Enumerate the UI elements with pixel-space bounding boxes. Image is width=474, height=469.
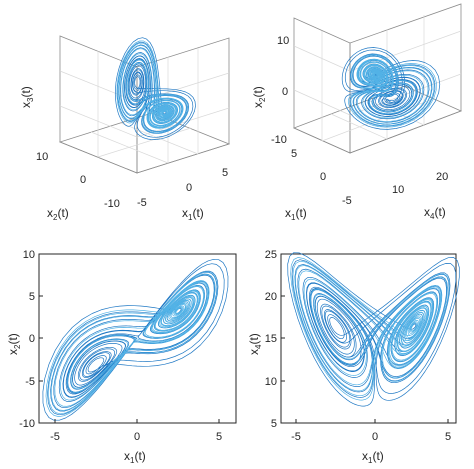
panel4-xlabel: x1(t) [362, 449, 384, 465]
panel3-ytick-10: 10 [23, 249, 35, 261]
panel1-xtick-0: 0 [186, 182, 192, 194]
panel3-xtick-5: 5 [216, 431, 222, 443]
panel3-ytick-5: 5 [29, 291, 35, 303]
panel3-ticks [39, 253, 220, 424]
panel1-xtick-5: 5 [222, 167, 228, 179]
panel1-ylabel: x2(t) [47, 206, 69, 222]
panel4-ytick-5: 5 [271, 418, 277, 430]
panel2-ztick-10: 10 [392, 184, 404, 196]
panel3-xlabel: x1(t) [124, 449, 146, 465]
panel4-ytick-15: 15 [265, 333, 277, 345]
panel-3d-x1-x4-x2: 10 0 -10 x2(t) 5 0 -5 x1(t) 10 20 x4(t) [251, 3, 463, 222]
panel4-ytick-25: 25 [265, 249, 277, 261]
panel4-trajectory [287, 252, 460, 407]
panel2-axis-labels: 10 0 -10 x2(t) 5 0 -5 x1(t) 10 20 x4(t) [251, 35, 448, 222]
panel4-trajectory-secondary [290, 257, 450, 401]
panel3-trajectory-secondary [45, 271, 218, 417]
panel3-tick-labels: 10 5 0 -5 -10 -5 0 5 x1(t) x2(t) [6, 249, 222, 465]
panel2-ylabel: x2(t) [251, 86, 267, 108]
panel2-ytick-10: 10 [277, 35, 289, 47]
panel3-ylabel: x2(t) [6, 333, 22, 355]
panel4-ticks [281, 253, 449, 424]
panel2-ztick-20: 20 [436, 171, 448, 183]
panel2-xtick--5: -5 [342, 195, 352, 207]
panel1-axis-labels: x3(t) 10 0 -10 -5 0 5 x2(t) x1(t) [19, 86, 228, 222]
panel4-ytick-10: 10 [265, 376, 277, 388]
panel3-xtick-0: 0 [134, 431, 140, 443]
panel4-ytick-20: 20 [265, 291, 277, 303]
panel2-trajectory-secondary [347, 53, 437, 128]
panel1-zlabel: x3(t) [19, 86, 35, 108]
panel3-ytick--10: -10 [19, 418, 35, 430]
panel-3d-x1-x2-x3: x3(t) 10 0 -10 -5 0 5 x2(t) x1(t) [19, 35, 231, 222]
panel4-ylabel: x4(t) [247, 333, 263, 355]
panel3-xtick--5: -5 [50, 431, 60, 443]
panel1-xlabel: x1(t) [182, 206, 204, 222]
panel1-ytick-0: 0 [80, 174, 86, 186]
panel2-xlabel: x1(t) [285, 206, 307, 222]
panel3-ytick--5: -5 [25, 376, 35, 388]
panel1-ytick-10: 10 [36, 151, 48, 163]
panel-2d-x1-x4: 25 20 15 10 5 -5 0 5 x1(t) x4(t) [247, 249, 460, 465]
panel4-xtick-5: 5 [445, 431, 451, 443]
panel2-ytick-0: 0 [282, 86, 288, 98]
panel2-zlabel: x4(t) [424, 205, 446, 221]
panel3-ytick-0: 0 [29, 333, 35, 345]
panel1-ytick--10: -10 [104, 198, 120, 210]
panel1-trajectory-secondary [116, 40, 189, 134]
panel-2d-x1-x2: 10 5 0 -5 -10 -5 0 5 x1(t) x2(t) [6, 249, 237, 465]
panel4-tick-labels: 25 20 15 10 5 -5 0 5 x1(t) x4(t) [247, 249, 451, 465]
panel2-xtick-5: 5 [291, 148, 297, 160]
panel2-xtick-0: 0 [320, 171, 326, 183]
panel2-ytick--10: -10 [271, 134, 287, 146]
panel4-xtick--5: -5 [291, 431, 301, 443]
panel1-xtick--5: -5 [137, 197, 147, 209]
panel4-xtick-0: 0 [372, 431, 378, 443]
